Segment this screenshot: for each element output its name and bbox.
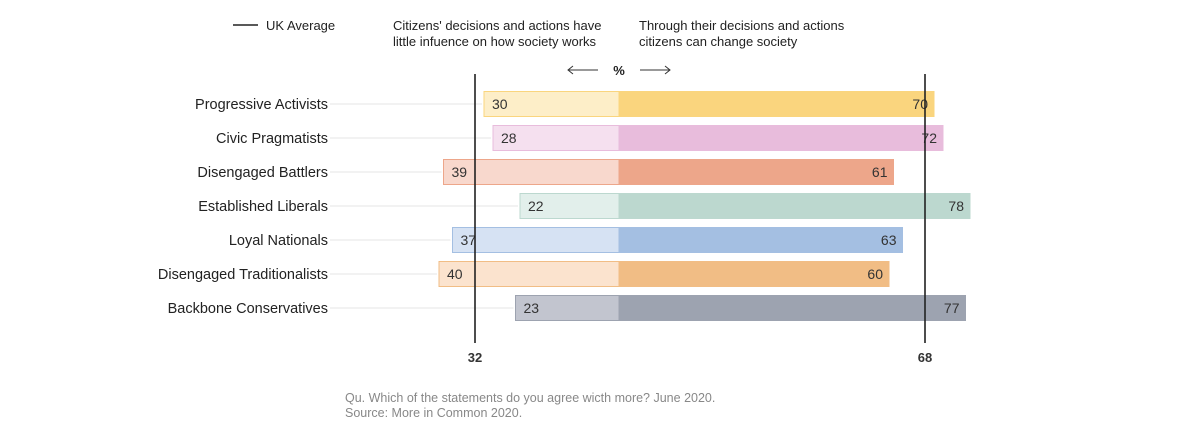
bar-left	[515, 295, 620, 321]
bar-left	[492, 125, 620, 151]
category-label: Disengaged Traditionalists	[158, 267, 328, 283]
header-right-line-2: citizens can change society	[639, 34, 798, 49]
bar-right	[618, 227, 903, 253]
category-label: Progressive Activists	[195, 97, 328, 113]
bar-right	[618, 193, 971, 219]
data-label-right: 63	[881, 232, 897, 248]
chart-row: Loyal Nationals 37 63	[229, 227, 903, 253]
data-label-left: 23	[524, 300, 540, 316]
header-left-line-1: Citizens' decisions and actions have	[393, 18, 601, 33]
category-label: Disengaged Battlers	[197, 165, 328, 181]
data-label-right: 77	[944, 300, 960, 316]
bar-left	[443, 159, 620, 185]
bar-left	[438, 261, 620, 287]
data-label-left: 37	[461, 232, 477, 248]
footer-source: Source: More in Common 2020.	[345, 406, 522, 420]
bar-left	[452, 227, 620, 253]
data-label-left: 30	[492, 96, 508, 112]
data-label-right: 61	[872, 164, 888, 180]
data-label-left: 22	[528, 198, 544, 214]
chart-row: Backbone Conservatives 23 77	[168, 295, 966, 321]
category-label: Civic Pragmatists	[216, 131, 328, 147]
bar-right	[618, 295, 966, 321]
chart-row: Progressive Activists 30 70	[195, 91, 935, 117]
bar-left	[519, 193, 620, 219]
data-label-right: 72	[921, 130, 937, 146]
reference-line-label: 32	[468, 350, 482, 365]
arrow-left-icon	[567, 65, 598, 75]
data-label-right: 60	[867, 266, 883, 282]
arrow-right-icon	[640, 65, 671, 75]
chart-row: Established Liberals 22 78	[198, 193, 971, 219]
bar-right	[618, 159, 894, 185]
category-label: Loyal Nationals	[229, 233, 328, 249]
unit-label: %	[613, 63, 625, 78]
bar-right	[618, 91, 935, 117]
data-label-left: 28	[501, 130, 517, 146]
chart-row: Civic Pragmatists 28 72	[216, 125, 944, 151]
data-label-left: 39	[452, 164, 468, 180]
data-label-left: 40	[447, 266, 463, 282]
category-label: Established Liberals	[198, 199, 328, 215]
data-label-right: 78	[948, 198, 964, 214]
chart-rows: Progressive Activists 30 70 Civic Pragmatis…	[158, 91, 971, 321]
chart-row: Disengaged Battlers 39 61	[197, 159, 894, 185]
bar-right	[618, 261, 890, 287]
category-label: Backbone Conservatives	[168, 301, 328, 317]
reference-lines: 32 68	[468, 74, 932, 365]
data-label-right: 70	[912, 96, 928, 112]
bar-left	[483, 91, 620, 117]
bar-right	[618, 125, 944, 151]
reference-line-label: 68	[918, 350, 932, 365]
header-left-line-2: little infuence on how society works	[393, 34, 597, 49]
footer-question: Qu. Which of the statements do you agree…	[345, 391, 715, 405]
legend-average-label: UK Average	[266, 18, 335, 33]
header-right-line-1: Through their decisions and actions	[639, 18, 845, 33]
chart-row: Disengaged Traditionalists 40 60	[158, 261, 890, 287]
